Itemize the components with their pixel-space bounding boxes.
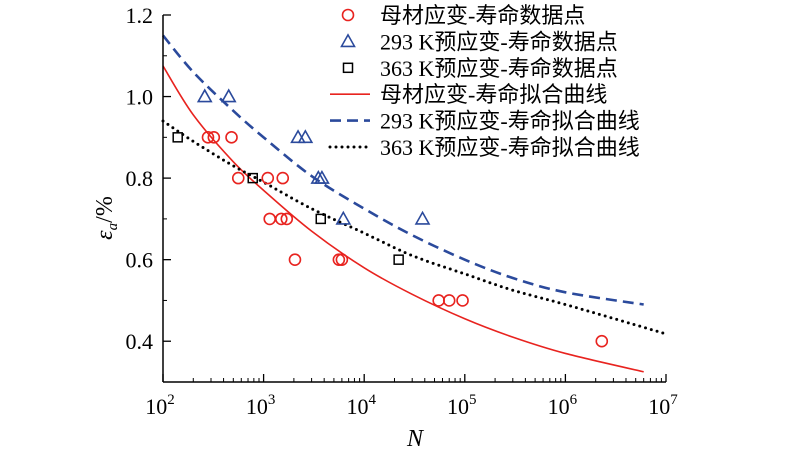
y-tick-label-4: 1.2 [126, 3, 154, 28]
legend-label-4: 293 K预应变-寿命拟合曲线 [380, 109, 640, 134]
legend-marker-1 [340, 33, 356, 48]
data-point-0-8 [280, 212, 294, 226]
fit-curve-3 [162, 65, 644, 373]
plot-area [161, 34, 668, 373]
data-point-1-5 [314, 169, 330, 184]
legend-label-2: 363 K预应变-寿命数据点 [380, 56, 618, 81]
data-point-2-2 [315, 213, 327, 225]
data-point-0-5 [276, 171, 290, 185]
x-tick-label-1: 103 [246, 392, 276, 419]
data-point-0-1 [207, 131, 221, 144]
x-tick-label-4: 106 [548, 392, 578, 419]
y-axis-label: εa/% [92, 196, 121, 240]
data-point-1-0 [196, 88, 213, 103]
x-tick-label-3: 105 [447, 392, 477, 419]
data-point-0-0 [201, 131, 215, 144]
x-tick-label-2: 104 [346, 392, 376, 419]
data-point-0-14 [456, 294, 469, 307]
data-point-0-6 [263, 212, 277, 226]
legend-label-0: 母材应变-寿命数据点 [380, 3, 585, 28]
x-axis-label: N [406, 426, 425, 452]
data-point-0-12 [432, 294, 445, 307]
data-point-0-13 [442, 294, 456, 307]
data-point-0-4 [261, 171, 275, 185]
data-point-0-11 [335, 253, 349, 266]
y-tick-label-3: 1.0 [126, 85, 154, 110]
legend-marker-0 [341, 8, 355, 22]
data-point-0-15 [595, 334, 609, 348]
data-point-1-6 [335, 210, 352, 225]
y-tick-label-1: 0.6 [126, 248, 154, 273]
data-point-1-3 [297, 129, 314, 144]
fit-curve-5 [161, 119, 668, 336]
legend-marker-2 [342, 62, 354, 74]
axes: 102 103 104 105 106 107 0.4 0.6 0.8 1.0 1.2 Nεa/% [92, 3, 678, 452]
x-tick-label-5: 107 [648, 392, 678, 419]
y-tick-label-2: 0.8 [126, 166, 154, 191]
data-point-0-2 [225, 131, 238, 144]
data-point-1-7 [414, 210, 431, 225]
legend-label-1: 293 K预应变-寿命数据点 [380, 29, 618, 54]
data-point-0-3 [231, 171, 245, 185]
y-tick-label-0: 0.4 [126, 329, 154, 354]
data-point-0-9 [288, 253, 302, 266]
x-tick-label-0: 102 [145, 392, 175, 419]
data-point-2-1 [247, 172, 258, 184]
legend-label-5: 363 K预应变-寿命拟合曲线 [380, 135, 640, 160]
data-point-2-0 [172, 132, 183, 143]
data-point-1-1 [220, 88, 237, 103]
legend-label-3: 母材应变-寿命拟合曲线 [380, 82, 607, 107]
data-point-0-7 [275, 212, 288, 226]
data-point-2-3 [393, 254, 404, 265]
